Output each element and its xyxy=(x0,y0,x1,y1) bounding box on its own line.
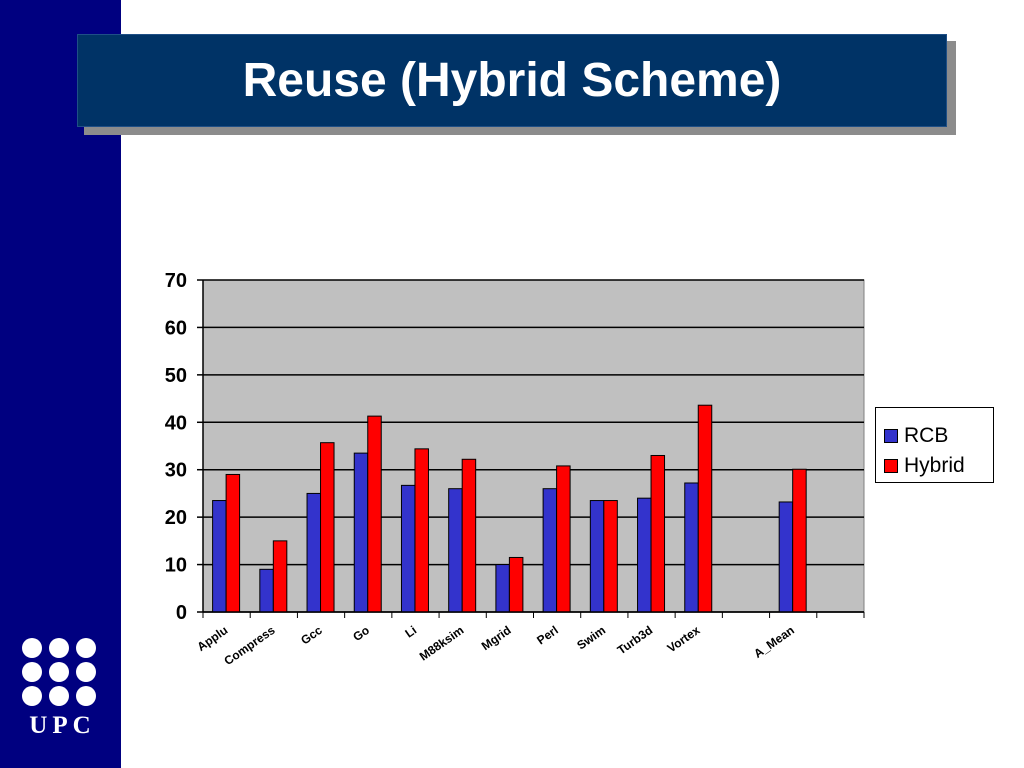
legend-swatch-rcb xyxy=(884,429,898,443)
bar-rcb xyxy=(400,484,416,613)
bar-hybrid xyxy=(414,448,429,613)
legend-label-hybrid: Hybrid xyxy=(904,454,965,477)
bar-rcb xyxy=(353,452,369,613)
x-category-label: Swim xyxy=(574,623,608,652)
legend-item-hybrid: Hybrid xyxy=(884,454,965,478)
x-category-label: Turb3d xyxy=(615,623,656,657)
x-category-label: Perl xyxy=(534,623,561,647)
bar-hybrid xyxy=(508,556,524,613)
logo-dot xyxy=(22,638,42,658)
slide-title: Reuse (Hybrid Scheme) xyxy=(77,34,947,127)
x-category-label: Compress xyxy=(221,623,277,668)
bar-hybrid xyxy=(367,415,382,613)
upc-logo-text: UPC xyxy=(29,712,96,739)
y-tick-label: 10 xyxy=(165,555,187,577)
logo-dot xyxy=(49,686,69,706)
logo-dot xyxy=(49,638,69,658)
bar-rcb xyxy=(589,500,605,613)
x-category-label: Gcc xyxy=(298,623,325,648)
legend-item-rcb: RCB xyxy=(884,424,948,448)
y-tick-label: 30 xyxy=(165,460,187,482)
bar-hybrid xyxy=(556,465,571,613)
logo-dot xyxy=(49,662,69,682)
y-tick-label: 40 xyxy=(165,412,187,434)
x-category-label: Vortex xyxy=(665,623,703,656)
logo-dot xyxy=(22,662,42,682)
plot-area xyxy=(202,279,865,613)
bar-rcb xyxy=(448,488,463,613)
bar-rcb xyxy=(306,492,322,613)
legend-label-rcb: RCB xyxy=(904,424,949,447)
bar-hybrid xyxy=(792,468,807,613)
bar-rcb xyxy=(778,501,794,613)
y-tick-label: 0 xyxy=(176,602,187,624)
logo-dot xyxy=(76,662,96,682)
x-category-label: A_Mean xyxy=(751,623,797,661)
logo-dot xyxy=(76,638,96,658)
x-category-label: Applu xyxy=(194,623,230,654)
x-category-label: Li xyxy=(402,623,419,641)
bar-rcb xyxy=(495,564,510,613)
bar-rcb xyxy=(542,488,558,613)
y-tick-label: 50 xyxy=(165,365,187,387)
y-tick-label: 60 xyxy=(165,317,187,339)
bar-hybrid xyxy=(225,473,241,613)
bar-rcb xyxy=(637,497,652,613)
bar-rcb xyxy=(684,482,699,613)
logo-dot xyxy=(22,686,42,706)
bar-hybrid xyxy=(697,404,713,613)
bar-hybrid xyxy=(650,454,666,613)
bar-hybrid xyxy=(320,442,335,613)
chart-legend: RCB Hybrid xyxy=(875,407,994,483)
y-tick-label: 70 xyxy=(165,270,187,292)
x-category-label: M88ksim xyxy=(417,623,467,664)
bar-rcb xyxy=(259,568,274,613)
legend-swatch-hybrid xyxy=(884,459,898,473)
x-category-label: Mgrid xyxy=(479,623,514,653)
bar-rcb xyxy=(212,500,227,613)
bar-hybrid xyxy=(603,500,618,613)
x-category-label: Go xyxy=(350,623,372,644)
bar-hybrid xyxy=(461,458,477,613)
bar-hybrid xyxy=(272,540,288,613)
logo-dot xyxy=(76,686,96,706)
y-tick-label: 20 xyxy=(165,507,187,529)
